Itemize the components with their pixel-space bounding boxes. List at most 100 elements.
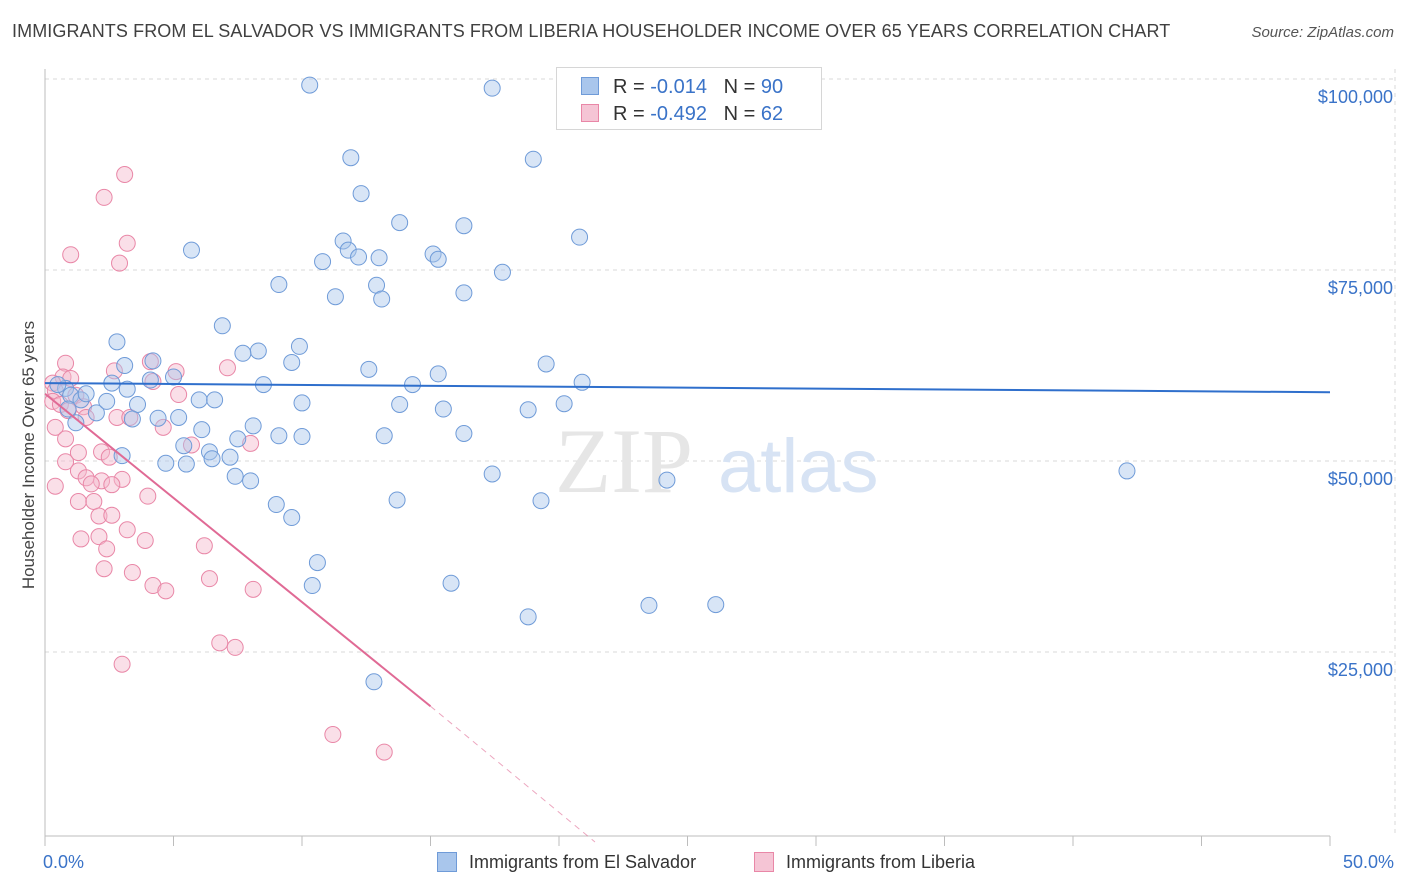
el-salvador-point: [157, 454, 175, 472]
liberia-point: [46, 477, 64, 495]
el-salvador-point: [226, 467, 244, 485]
r-value: -0.014: [650, 76, 707, 98]
el-salvador-point: [244, 417, 262, 435]
liberia-point: [195, 537, 213, 555]
el-salvador-point: [203, 450, 221, 468]
el-salvador-point: [429, 365, 447, 383]
liberia-point: [69, 444, 87, 462]
legend-text: R = -0.014 N = 90: [613, 76, 783, 99]
liberia-point: [242, 434, 260, 452]
x-axis-max-label: 50.0%: [1342, 852, 1394, 872]
el-salvador-point: [658, 471, 676, 489]
el-salvador-point: [98, 392, 116, 410]
el-salvador-point: [537, 355, 555, 373]
el-salvador-point: [308, 554, 326, 572]
el-salvador-point: [365, 673, 383, 691]
liberia-point: [244, 580, 262, 598]
el-salvador-point: [229, 430, 247, 448]
y-tick-label: $25,000: [1328, 660, 1393, 680]
liberia-point: [69, 492, 87, 510]
liberia-point: [157, 582, 175, 600]
bottom-legend-label: Immigrants from El Salvador: [469, 852, 697, 872]
n-value: 90: [760, 76, 784, 98]
liberia-point: [211, 634, 229, 652]
el-salvador-point: [165, 368, 182, 386]
el-salvador-point: [249, 342, 267, 360]
el-salvador-point: [129, 395, 147, 413]
el-salvador-point: [334, 232, 352, 250]
liberia-point: [121, 408, 139, 426]
y-tick-labels: $25,000 $50,000 $75,000 $100,000: [1318, 87, 1393, 680]
el-salvador-point: [555, 395, 573, 413]
liberia-point: [324, 726, 342, 744]
liberia-point: [154, 418, 172, 436]
liberia-point: [218, 359, 236, 377]
liberia-point: [77, 408, 95, 426]
liberia-point: [100, 448, 118, 466]
el-salvador-point: [57, 379, 75, 397]
liberia-point: [62, 246, 80, 264]
chart-title: IMMIGRANTS FROM EL SALVADOR VS IMMIGRANT…: [12, 21, 1171, 41]
el-salvador-point: [234, 344, 252, 362]
liberia-point: [103, 506, 121, 524]
el-salvador-point: [350, 248, 368, 266]
r-label: R =: [613, 76, 645, 98]
el-salvador-point: [59, 400, 77, 418]
el-salvador-point: [524, 150, 542, 168]
liberia-point: [144, 577, 162, 595]
el-salvador-point: [290, 337, 308, 355]
liberia-point: [57, 354, 75, 372]
liberia-point: [226, 638, 244, 656]
el-salvador-point: [87, 404, 105, 422]
el-salvador-point: [301, 76, 319, 94]
el-salvador-point: [283, 509, 301, 527]
y-tick-label: $50,000: [1328, 469, 1393, 489]
el-salvador-point: [175, 437, 193, 455]
el-salvador-point: [424, 245, 442, 263]
el-salvador-point: [123, 410, 141, 428]
el-salvador-point: [144, 352, 162, 370]
liberia-point: [93, 472, 111, 490]
liberia-point: [95, 560, 113, 578]
el-salvador-point: [177, 455, 195, 473]
el-salvador-point: [221, 448, 239, 466]
el-salvador-point: [293, 394, 311, 412]
el-salvador-point: [532, 492, 550, 510]
y-tick-label: $75,000: [1328, 278, 1393, 298]
el-salvador-point: [283, 353, 301, 371]
el-salvador-point: [339, 241, 357, 259]
liberia-point: [90, 528, 108, 546]
el-salvador-point: [193, 421, 211, 439]
el-salvador-point: [388, 491, 406, 509]
watermark-atlas: atlas: [718, 424, 879, 509]
liberia-point: [113, 655, 131, 673]
el-salvador-point: [242, 472, 260, 490]
el-salvador-point: [373, 290, 391, 308]
el-salvador-point: [326, 288, 344, 306]
el-salvador-point: [455, 284, 473, 302]
el-salvador-point: [483, 79, 501, 97]
el-salvador-point: [391, 214, 409, 232]
el-salvador-point: [170, 408, 188, 426]
liberia-point: [123, 564, 141, 582]
liberia-point: [85, 492, 103, 510]
liberia-point: [136, 531, 154, 549]
el-salvador-point: [67, 414, 85, 432]
el-salvador-points: [49, 76, 1136, 691]
el-salvador-point: [270, 276, 288, 294]
el-salvador-point: [1118, 462, 1136, 480]
el-salvador-point: [116, 357, 134, 374]
axes: [44, 69, 1331, 846]
el-salvador-point: [352, 185, 370, 203]
liberia-point: [118, 234, 136, 252]
el-salvador-point: [519, 608, 537, 626]
el-salvador-point: [182, 241, 200, 259]
liberia-point: [170, 386, 188, 404]
legend-text: R = -0.492 N = 62: [613, 103, 783, 126]
liberia-trend-extension: [430, 705, 596, 843]
r-label: R =: [613, 103, 645, 125]
el-salvador-point: [429, 250, 447, 268]
liberia-point: [95, 188, 113, 206]
liberia-point: [57, 430, 75, 448]
correlation-legend: R = -0.014 N = 90 R = -0.492 N = 62: [556, 67, 822, 130]
